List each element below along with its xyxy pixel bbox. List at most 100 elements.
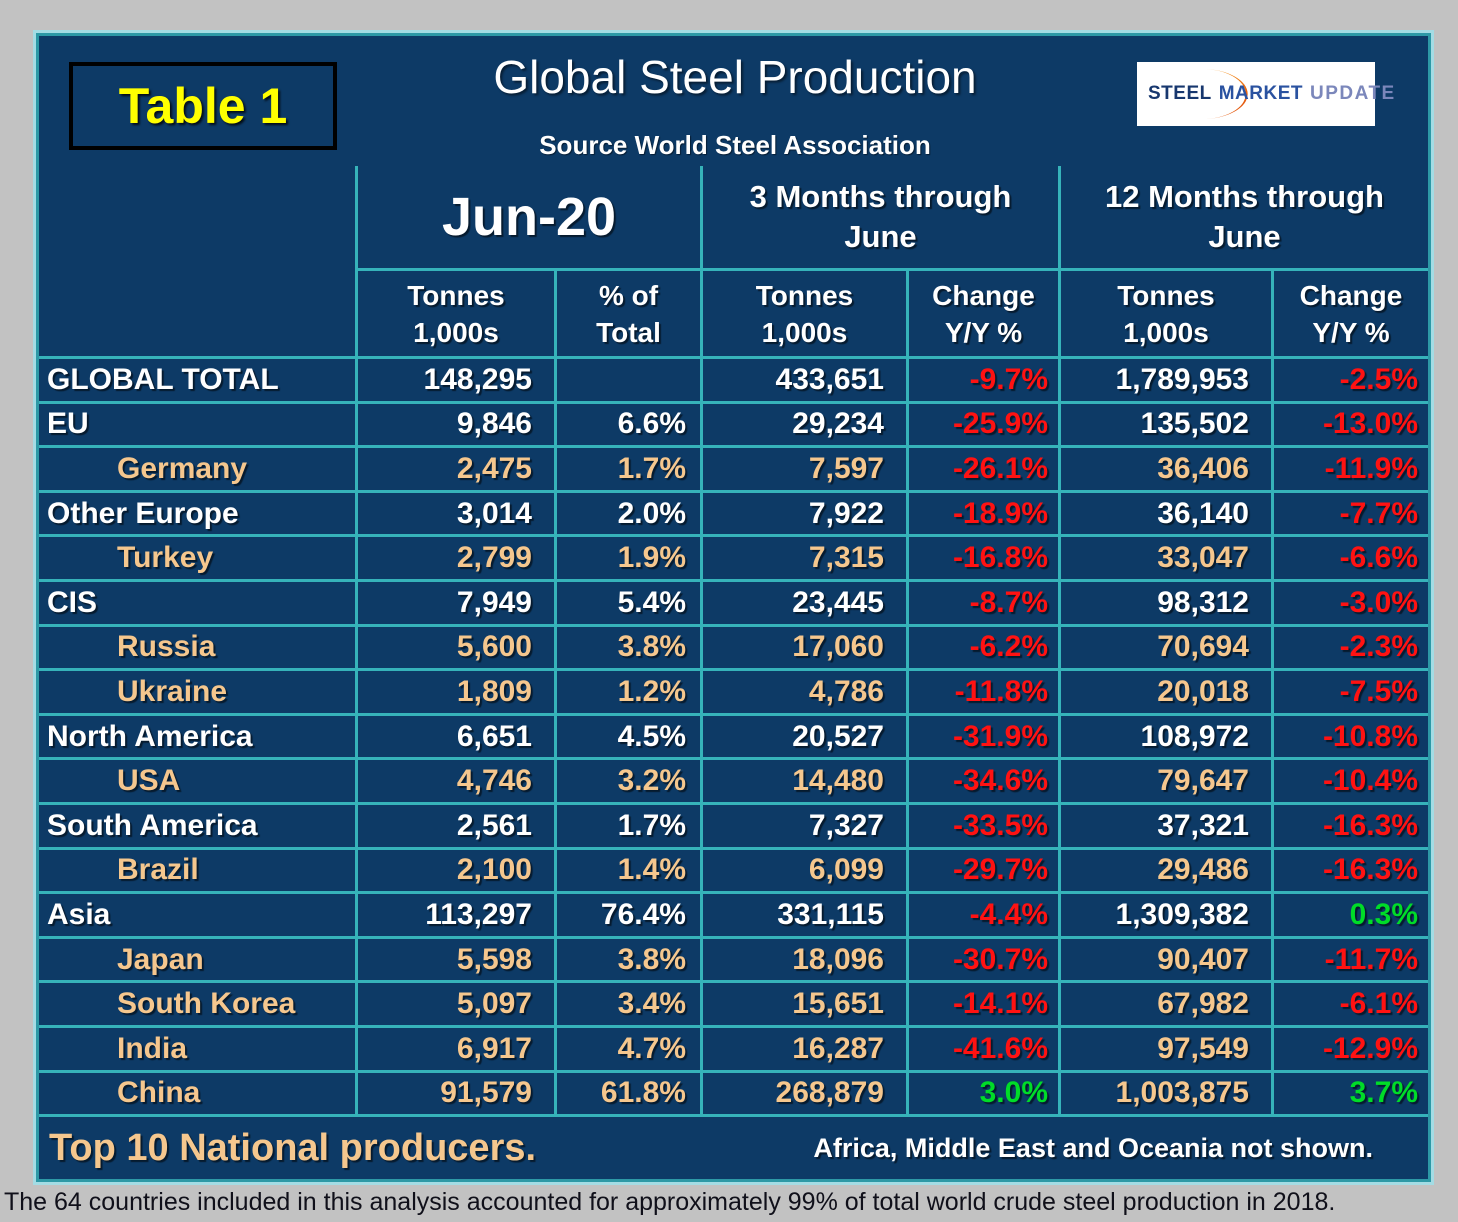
cell-12m-change: -10.4% [1271,757,1428,802]
cell-12m-tonnes: 36,140 [1058,489,1271,535]
cell-jun-pct-of-total: 3.2% [554,757,700,802]
table-panel: Table 1 Global Steel Production Source W… [33,30,1434,1185]
cell-jun-pct-of-total: 1.7% [554,801,700,847]
cell-3m-tonnes: 7,327 [700,801,906,847]
cell-12m-change: -10.8% [1271,712,1428,758]
cell-12m-change: -11.9% [1271,445,1428,490]
row-label: Brazil [39,846,355,892]
row-label: Asia [39,891,355,936]
cell-12m-tonnes: 70,694 [1058,623,1271,669]
logo-text: STEEL MARKET UPDATE [1137,62,1394,126]
cell-12m-change: 0.3% [1271,891,1428,936]
cell-jun-pct-of-total: 5.4% [554,578,700,624]
col-header-pct-line1: % of [598,279,659,311]
cell-12m-change: -13.0% [1271,400,1428,446]
steel-production-table: Jun-20 3 Months through June 12 Months t… [39,166,1428,1179]
source-label: Source World Steel Association [539,130,931,160]
cell-jun-pct-of-total: 1.2% [554,668,700,713]
cell-12m-tonnes: 135,502 [1058,400,1271,446]
col-header-jun-tonnes-line1: Tonnes [407,279,505,311]
table-footer: Top 10 National producers. Africa, Middl… [39,1114,1428,1179]
col-header-3m-tonnes: Tonnes 1,000s [700,268,906,356]
header-spacer [39,166,355,268]
cell-jun-tonnes: 2,799 [355,534,554,579]
cell-jun-tonnes: 5,097 [355,980,554,1025]
cell-12m-tonnes: 90,407 [1058,935,1271,981]
cell-12m-change: -3.0% [1271,578,1428,624]
cell-3m-tonnes: 7,315 [700,534,906,579]
table-number-badge: Table 1 [69,62,337,150]
cell-jun-tonnes: 6,917 [355,1024,554,1070]
cell-3m-tonnes: 268,879 [700,1069,906,1115]
cell-12m-change: -7.7% [1271,489,1428,535]
cell-12m-tonnes: 1,003,875 [1058,1069,1271,1115]
cell-12m-tonnes: 67,982 [1058,980,1271,1025]
row-label: Russia [39,623,355,669]
cell-jun-pct-of-total [554,356,700,401]
col-header-3m-tonnes-line2: 1,000s [761,316,848,348]
cell-3m-change: -25.9% [906,400,1058,446]
row-label: North America [39,712,355,758]
row-label: Germany [39,445,355,490]
cell-12m-change: -2.5% [1271,356,1428,401]
logo-market-text: MARKET [1218,83,1304,104]
cell-jun-tonnes: 2,561 [355,801,554,847]
cell-3m-change: -26.1% [906,445,1058,490]
cell-12m-change: -6.1% [1271,980,1428,1025]
col-header-3m-change-line2: Y/Y % [944,316,1023,348]
cell-12m-tonnes: 1,309,382 [1058,891,1271,936]
cell-jun-tonnes: 2,100 [355,846,554,892]
cell-3m-tonnes: 6,099 [700,846,906,892]
cell-jun-pct-of-total: 6.6% [554,400,700,446]
cell-3m-tonnes: 17,060 [700,623,906,669]
cell-3m-tonnes: 29,234 [700,400,906,446]
footer-note-left: Top 10 National producers. [49,1126,537,1169]
cell-jun-pct-of-total: 2.0% [554,489,700,535]
cell-3m-change: -29.7% [906,846,1058,892]
cell-12m-tonnes: 79,647 [1058,757,1271,802]
cell-12m-tonnes: 37,321 [1058,801,1271,847]
logo-update-text: UPDATE [1310,83,1396,104]
col-header-12m-tonnes: Tonnes 1,000s [1058,268,1271,356]
cell-12m-tonnes: 97,549 [1058,1024,1271,1070]
cell-jun-tonnes: 7,949 [355,578,554,624]
cell-3m-change: -9.7% [906,356,1058,401]
cell-12m-change: 3.7% [1271,1069,1428,1115]
cell-3m-change: -4.4% [906,891,1058,936]
cell-jun-tonnes: 6,651 [355,712,554,758]
col-group-12-months: 12 Months through June [1058,166,1428,268]
row-label: Turkey [39,534,355,579]
col-group-3-months-line2: June [844,219,917,254]
cell-3m-change: -11.8% [906,668,1058,713]
col-header-pct-line2: Total [596,316,661,348]
row-label: Japan [39,935,355,981]
cell-jun-tonnes: 9,846 [355,400,554,446]
cell-3m-tonnes: 15,651 [700,980,906,1025]
cell-jun-tonnes: 4,746 [355,757,554,802]
cell-3m-tonnes: 7,922 [700,489,906,535]
title-zone: Table 1 Global Steel Production Source W… [39,36,1428,166]
cell-12m-tonnes: 108,972 [1058,712,1271,758]
col-header-pct-of-total: % of Total [554,268,700,356]
table-panel-inner: Table 1 Global Steel Production Source W… [36,33,1431,1182]
cell-jun-tonnes: 3,014 [355,489,554,535]
cell-3m-change: -41.6% [906,1024,1058,1070]
row-label: South America [39,801,355,847]
col-header-3m-change-line1: Change [932,279,1035,311]
col-group-12-months-line2: June [1208,219,1281,254]
cell-3m-change: -8.7% [906,578,1058,624]
cell-jun-pct-of-total: 1.4% [554,846,700,892]
cell-3m-tonnes: 16,287 [700,1024,906,1070]
cell-3m-change: -14.1% [906,980,1058,1025]
cell-3m-tonnes: 20,527 [700,712,906,758]
cell-jun-pct-of-total: 4.7% [554,1024,700,1070]
col-header-12m-change-line1: Change [1299,279,1403,311]
cell-jun-pct-of-total: 1.9% [554,534,700,579]
cell-jun-pct-of-total: 4.5% [554,712,700,758]
cell-3m-change: -16.8% [906,534,1058,579]
cell-3m-change: -18.9% [906,489,1058,535]
cell-12m-change: -16.3% [1271,846,1428,892]
subheader-spacer [39,268,355,356]
col-header-jun-tonnes: Tonnes 1,000s [355,268,554,356]
cell-3m-tonnes: 14,480 [700,757,906,802]
